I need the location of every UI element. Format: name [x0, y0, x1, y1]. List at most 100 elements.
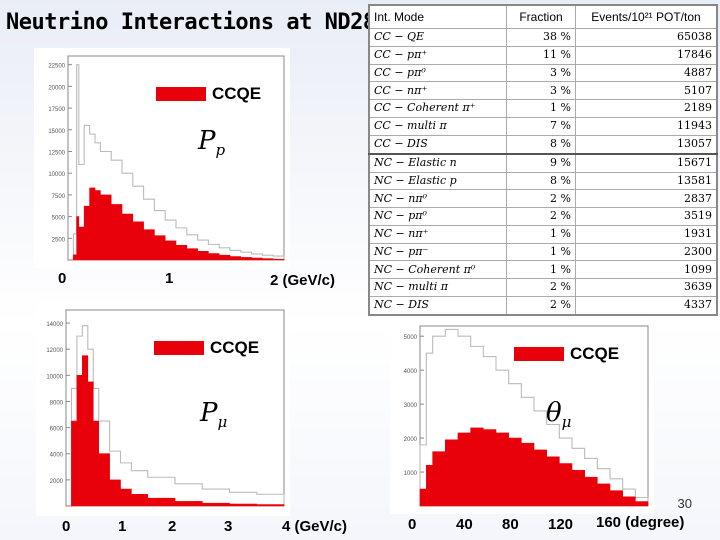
chart-muon-momentum: 2000 4000 6000 8000 10000 12000 14000: [36, 302, 290, 516]
table-cell-fraction: 2 %: [506, 189, 576, 209]
table-cell-fraction: 2 %: [506, 207, 576, 226]
symbol-sub: p: [215, 141, 226, 160]
legend-ccqe-muon-angle: CCQE: [514, 344, 620, 363]
table-cell-mode: NC − DIS: [368, 295, 507, 316]
table-cell-mode: CC − pπ⁺: [368, 45, 507, 65]
table-cell-mode: CC − Coherent π⁺: [368, 99, 507, 118]
xtick-label: 40: [456, 516, 473, 533]
xtick-label: 1: [165, 270, 174, 287]
legend-ccqe-muon-momentum: CCQE: [154, 338, 260, 357]
table-row: CC − pπ⁰ 3 % 4887: [368, 63, 718, 83]
ytick-label: 4000: [50, 453, 64, 459]
table-cell-mode: NC − multi π: [368, 278, 507, 297]
table-cell-events: 3639: [575, 278, 718, 297]
chart-proton-momentum: 2500 5000 7500 10000 12500 15000 17500 20000 225…: [34, 48, 290, 268]
xtick-label: 0: [58, 270, 67, 287]
table-cell-events: 65038: [575, 28, 718, 47]
table-header: Events/10²¹ POT/ton: [575, 4, 718, 29]
ytick-label: 12500: [48, 150, 65, 156]
table-cell-mode: CC − multi π: [368, 116, 507, 136]
ytick-label: 1000: [404, 471, 418, 477]
table-cell-fraction: 11 %: [506, 45, 576, 65]
table-cell-fraction: 38 %: [506, 28, 576, 47]
table-cell-fraction: 3 %: [506, 81, 576, 101]
table-row: NC − nπ⁺ 1 % 1931: [368, 224, 718, 244]
ytick-label: 5000: [404, 335, 418, 341]
page-title: Neutrino Interactions at ND280: [6, 10, 389, 35]
ytick-label: 10000: [48, 172, 65, 178]
histogram-series-all: [68, 64, 285, 261]
xtick-label: 0: [62, 518, 71, 535]
histogram-series-all: [419, 328, 649, 507]
symbol-letter: P: [198, 126, 216, 156]
table-cell-mode: NC − Coherent π⁰: [368, 260, 507, 280]
symbol-muon-momentum: Pμ: [200, 398, 227, 431]
ytick-label: 6000: [50, 427, 64, 433]
xtick-label: 120: [548, 516, 574, 533]
table-header-row: Int. Mode Fraction Events/10²¹ POT/ton: [368, 4, 718, 29]
ytick-label: 10000: [46, 374, 63, 380]
ytick-label: 3000: [404, 403, 418, 409]
table-cell-events: 17846: [575, 45, 718, 65]
table-cell-events: 4337: [575, 295, 718, 316]
table-cell-mode: CC − nπ⁺: [368, 81, 507, 101]
table-cell-mode: NC − nπ⁰: [368, 189, 507, 209]
table-cell-fraction: 8 %: [506, 134, 576, 155]
xtick-label: 3: [224, 518, 233, 535]
table-cell-mode: NC − Elastic n: [368, 152, 507, 173]
table-cell-fraction: 1 %: [506, 224, 576, 244]
xtick-label: 160 (degree): [596, 514, 685, 531]
legend-swatch: [156, 87, 206, 101]
page-number: 30: [677, 496, 692, 511]
table-cell-events: 2300: [575, 242, 718, 262]
table-row: CC − Coherent π⁺ 1 % 2189: [368, 99, 718, 118]
symbol-letter: P: [200, 398, 218, 428]
legend-label: CCQE: [212, 84, 262, 103]
histogram-series-ccqe: [68, 187, 285, 261]
table-cell-fraction: 2 %: [506, 278, 576, 297]
ytick-label: 5000: [52, 216, 66, 222]
xtick-label: 2 (GeV/c): [270, 272, 336, 289]
histogram-series-all: [66, 325, 285, 507]
legend-label: CCQE: [570, 344, 620, 363]
ytick-label: 15000: [48, 129, 65, 135]
table-cell-fraction: 2 %: [506, 295, 576, 316]
table-cell-events: 13581: [575, 171, 718, 191]
table-cell-events: 15671: [575, 152, 718, 173]
chart-proton-momentum-svg: 2500 5000 7500 10000 12500 15000 17500 20000 225…: [48, 55, 285, 261]
table-cell-events: 1099: [575, 260, 718, 280]
legend-label: CCQE: [210, 338, 260, 357]
table-cell-mode: NC − pπ⁰: [368, 207, 507, 226]
symbol-sub: μ: [217, 413, 228, 432]
table-row: CC − nπ⁺ 3 % 5107: [368, 81, 718, 101]
table-cell-fraction: 1 %: [506, 260, 576, 280]
xtick-label: 0: [408, 516, 417, 533]
symbol-muon-angle: θμ: [546, 398, 571, 431]
table-cell-mode: CC − DIS: [368, 134, 507, 155]
legend-swatch: [514, 347, 564, 361]
table-row: NC − nπ⁰ 2 % 2837: [368, 189, 718, 209]
table-row: NC − pπ⁰ 2 % 3519: [368, 207, 718, 226]
ytick-label: 2500: [52, 237, 66, 243]
ytick-label: 17500: [48, 107, 65, 113]
ytick-label: 2000: [404, 437, 418, 443]
table-row: NC − pπ⁻ 1 % 2300: [368, 242, 718, 262]
symbol-sub: μ: [561, 413, 572, 432]
table-row: NC − DIS 2 % 4337: [368, 295, 718, 316]
table-cell-events: 13057: [575, 134, 718, 155]
table-cell-fraction: 1 %: [506, 99, 576, 118]
table-cell-fraction: 8 %: [506, 171, 576, 191]
chart-muon-momentum-svg: 2000 4000 6000 8000 10000 12000 14000: [46, 309, 285, 507]
table-cell-mode: CC − QE: [368, 28, 507, 47]
table-cell-fraction: 7 %: [506, 116, 576, 136]
table-row: CC − pπ⁺ 11 % 17846: [368, 45, 718, 65]
legend-ccqe-proton: CCQE: [156, 84, 262, 103]
xtick-label: 1: [118, 518, 127, 535]
table-cell-events: 2837: [575, 189, 718, 209]
ytick-label: 4000: [404, 369, 418, 375]
ytick-label: 20000: [48, 85, 65, 91]
